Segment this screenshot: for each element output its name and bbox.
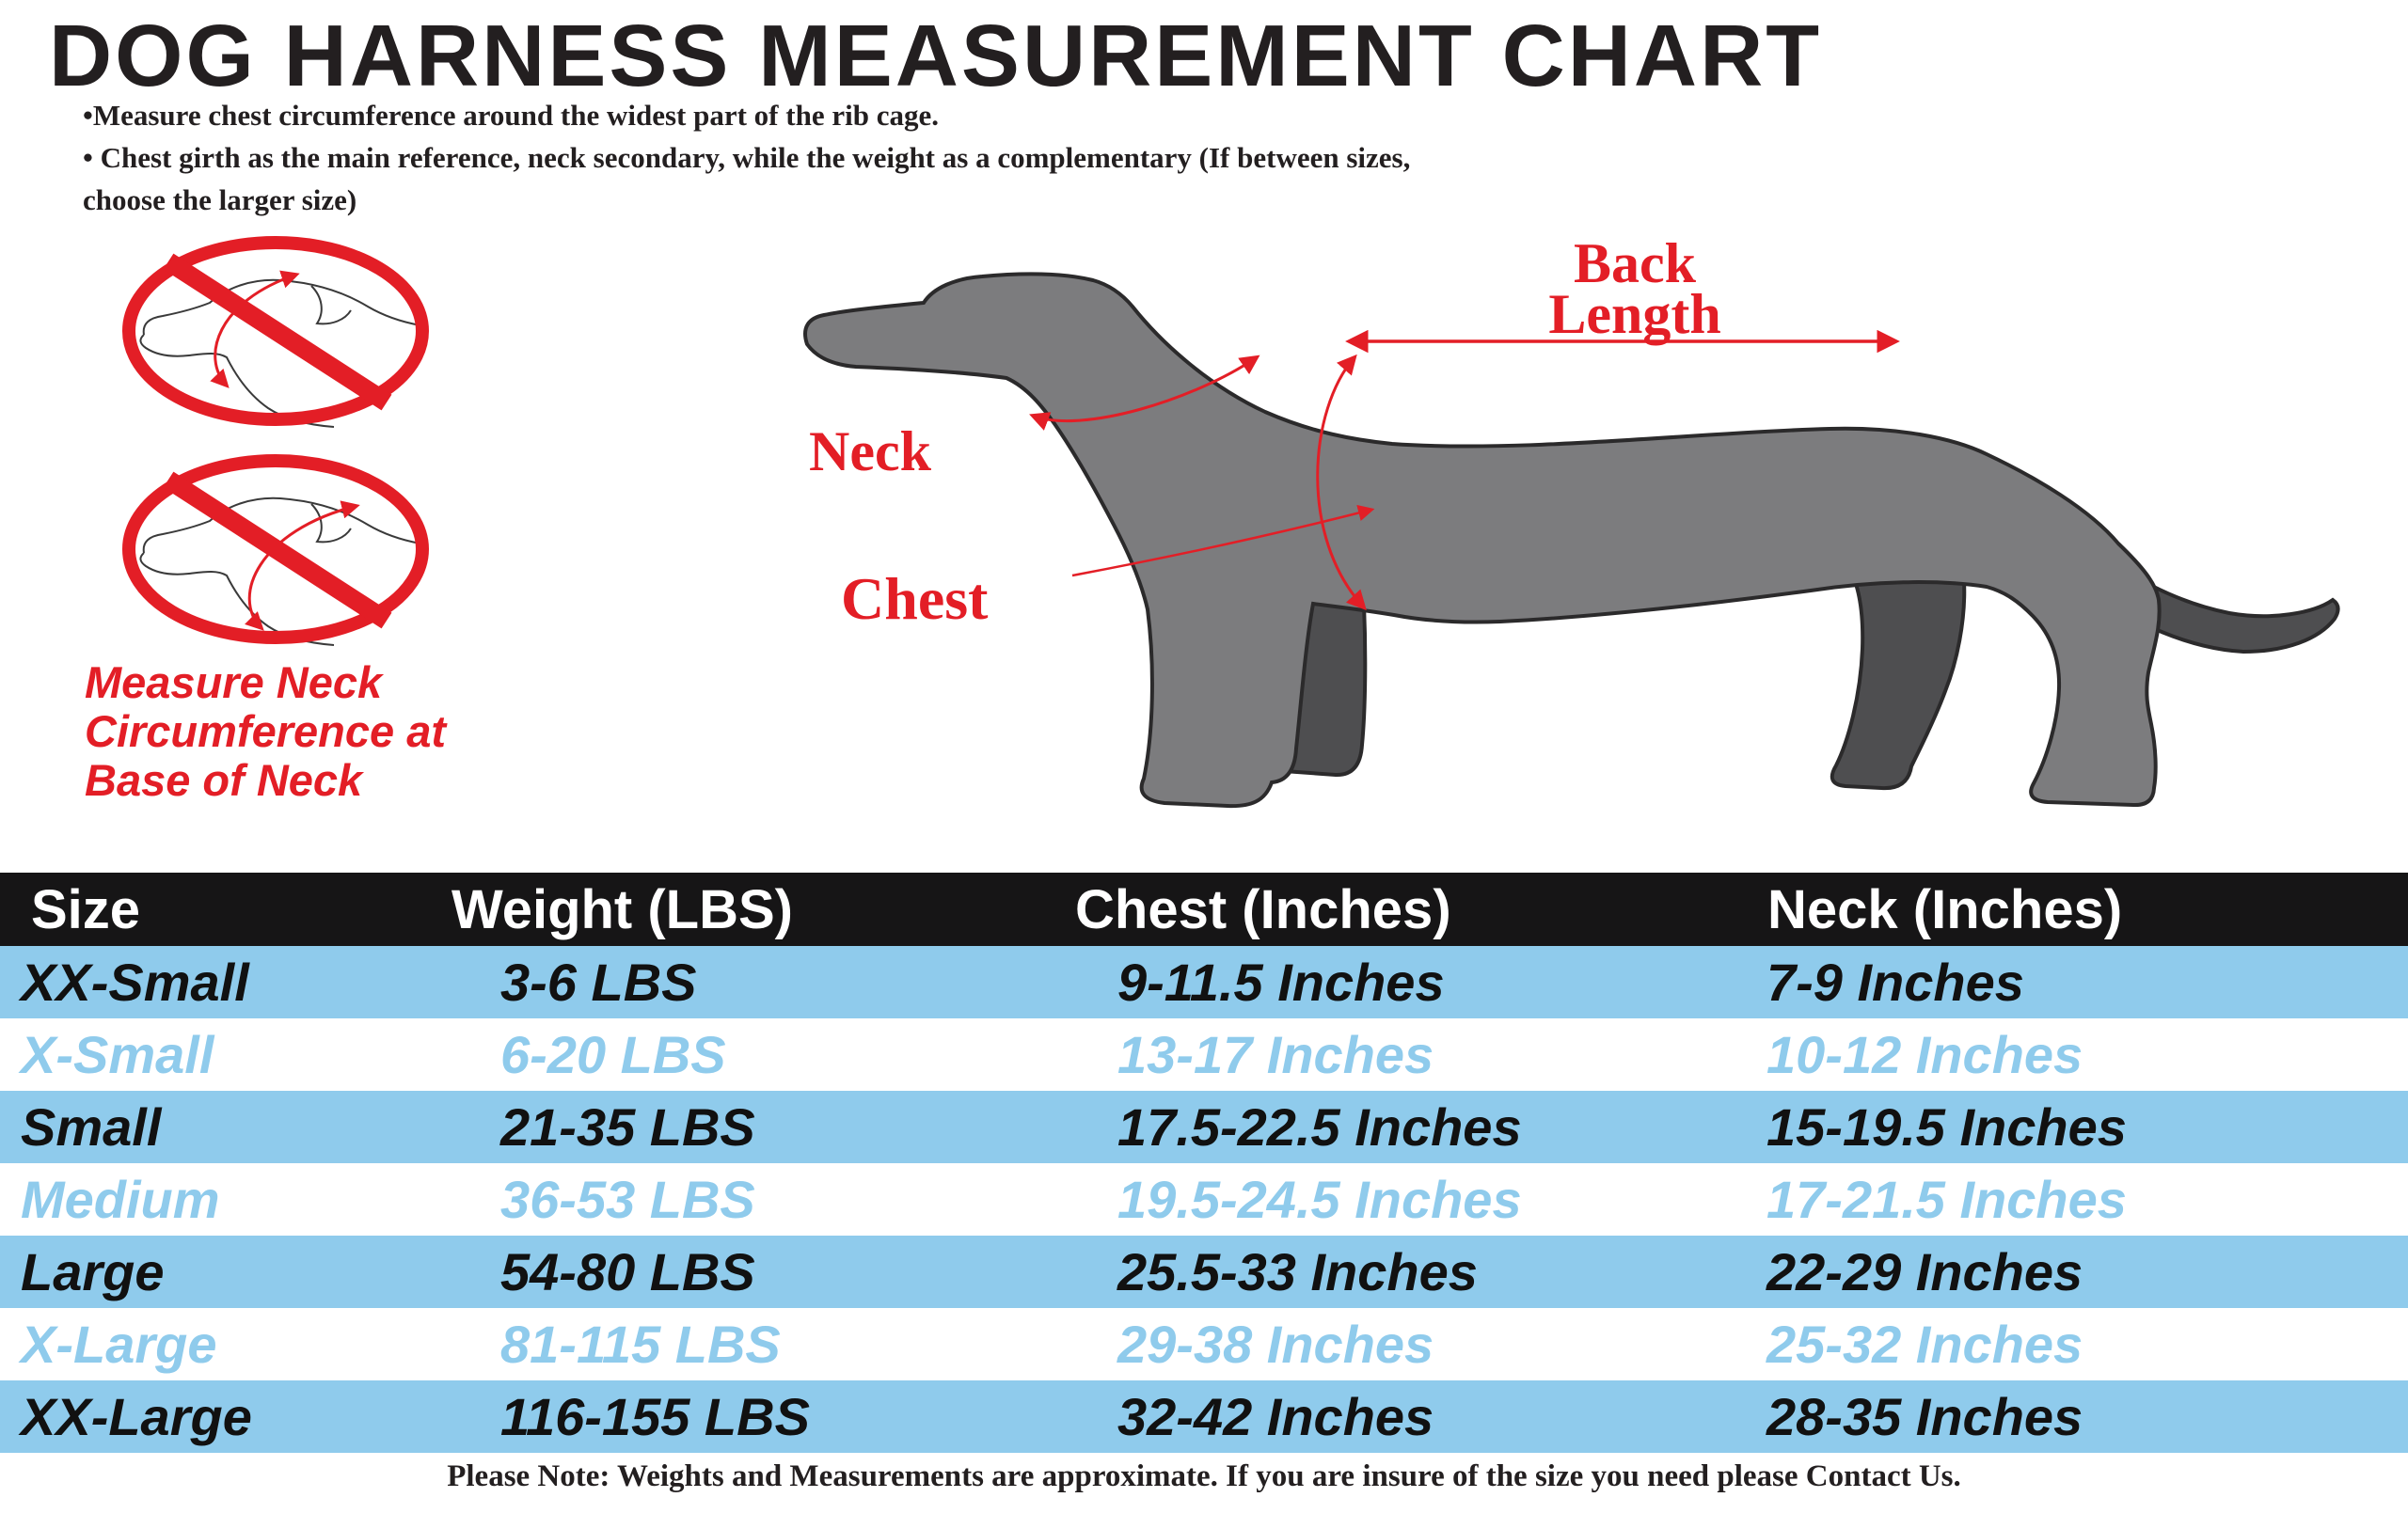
- dog-silhouette-diagram: Back Length Neck Chest: [803, 232, 2340, 809]
- cell-chest: 13-17 Inches: [1117, 1025, 1434, 1084]
- cell-chest: 9-11.5 Inches: [1117, 953, 1445, 1012]
- cell-chest: 17.5-22.5 Inches: [1117, 1097, 1522, 1157]
- cell-neck: 7-9 Inches: [1766, 953, 2024, 1012]
- cell-size: Large: [21, 1242, 165, 1301]
- cell-size: XX-Small: [21, 953, 249, 1012]
- cell-neck: 15-19.5 Inches: [1766, 1097, 2127, 1157]
- cell-weight: 36-53 LBS: [500, 1170, 755, 1229]
- cell-weight: 3-6 LBS: [500, 953, 697, 1012]
- column-header-neck: Neck (Inches): [1767, 878, 2123, 940]
- prohibition-bar: [163, 471, 392, 629]
- cell-chest: 29-38 Inches: [1117, 1315, 1434, 1374]
- cell-weight: 6-20 LBS: [500, 1025, 726, 1084]
- cell-size: Medium: [21, 1170, 220, 1229]
- prohibition-circle: [122, 454, 429, 644]
- column-header-weight: Weight (LBS): [452, 878, 793, 940]
- table-row: XX-Small 3-6 LBS 9-11.5 Inches 7-9 Inche…: [0, 946, 2408, 1018]
- cell-neck: 10-12 Inches: [1766, 1025, 2083, 1084]
- footer-note: Please Note: Weights and Measurements ar…: [447, 1459, 1961, 1493]
- chest-pointer-line: [1071, 505, 1375, 577]
- column-header-chest: Chest (Inches): [1075, 878, 1451, 940]
- table-header-row: Size Weight (LBS) Chest (Inches) Neck (I…: [0, 873, 2408, 946]
- prohibition-circle: [122, 236, 429, 426]
- table-row: Large 54-80 LBS 25.5-33 Inches 22-29 Inc…: [0, 1236, 2408, 1308]
- back-length-label-line1: Back: [1574, 232, 1697, 294]
- wrong-measure-line: [210, 270, 300, 388]
- cell-chest: 32-42 Inches: [1117, 1387, 1434, 1446]
- warning-line: Measure Neck: [85, 657, 383, 707]
- wrong-measure-line: [245, 500, 360, 631]
- dog-far-rear-leg: [1830, 566, 1967, 791]
- cell-chest: 19.5-24.5 Inches: [1117, 1170, 1522, 1229]
- table-row: Small 21-35 LBS 17.5-22.5 Inches 15-19.5…: [0, 1091, 2408, 1163]
- page-title: DOG HARNESS MEASUREMENT CHART: [49, 7, 1823, 104]
- warning-line: Circumference at: [85, 706, 446, 756]
- cell-size: Small: [21, 1097, 162, 1157]
- cell-neck: 17-21.5 Inches: [1766, 1170, 2127, 1229]
- chest-label: Chest: [841, 565, 989, 632]
- chest-girth-line: [1316, 354, 1367, 611]
- back-length-label-line2: Length: [1548, 283, 1720, 345]
- cell-neck: 22-29 Inches: [1766, 1242, 2083, 1301]
- table-row: Medium 36-53 LBS 19.5-24.5 Inches 17-21.…: [0, 1163, 2408, 1236]
- table-row: X-Large 81-115 LBS 29-38 Inches 25-32 In…: [0, 1308, 2408, 1380]
- warning-line: Base of Neck: [85, 755, 363, 805]
- measure-neck-warning: Measure Neck Circumference at Base of Ne…: [85, 658, 446, 805]
- cell-size: XX-Large: [21, 1387, 252, 1446]
- cell-weight: 54-80 LBS: [500, 1242, 755, 1301]
- column-header-size: Size: [31, 878, 141, 940]
- cell-size: X-Small: [21, 1025, 214, 1084]
- cell-weight: 81-115 LBS: [500, 1315, 781, 1374]
- dog-body: [803, 272, 2162, 809]
- cell-size: X-Large: [21, 1315, 217, 1374]
- cell-chest: 25.5-33 Inches: [1117, 1242, 1478, 1301]
- cell-neck: 28-35 Inches: [1766, 1387, 2083, 1446]
- neck-label: Neck: [809, 420, 932, 482]
- instruction-bullet-2: • Chest girth as the main reference, nec…: [83, 141, 1411, 216]
- no-measure-mid-neck-icon: [122, 454, 429, 646]
- instructions: •Measure chest circumference around the …: [83, 94, 1428, 221]
- table-row: X-Small 6-20 LBS 13-17 Inches 10-12 Inch…: [0, 1018, 2408, 1091]
- instruction-bullet-1: •Measure chest circumference around the …: [83, 99, 939, 132]
- table-row: XX-Large 116-155 LBS 32-42 Inches 28-35 …: [0, 1380, 2408, 1453]
- cell-weight: 116-155 LBS: [500, 1387, 810, 1446]
- cell-neck: 25-32 Inches: [1766, 1315, 2083, 1374]
- prohibition-bar: [163, 253, 392, 411]
- neck-girth-line: [1029, 355, 1260, 431]
- no-measure-head-icon: [122, 236, 429, 428]
- size-chart-table: Size Weight (LBS) Chest (Inches) Neck (I…: [0, 873, 2408, 1453]
- cell-weight: 21-35 LBS: [500, 1097, 755, 1157]
